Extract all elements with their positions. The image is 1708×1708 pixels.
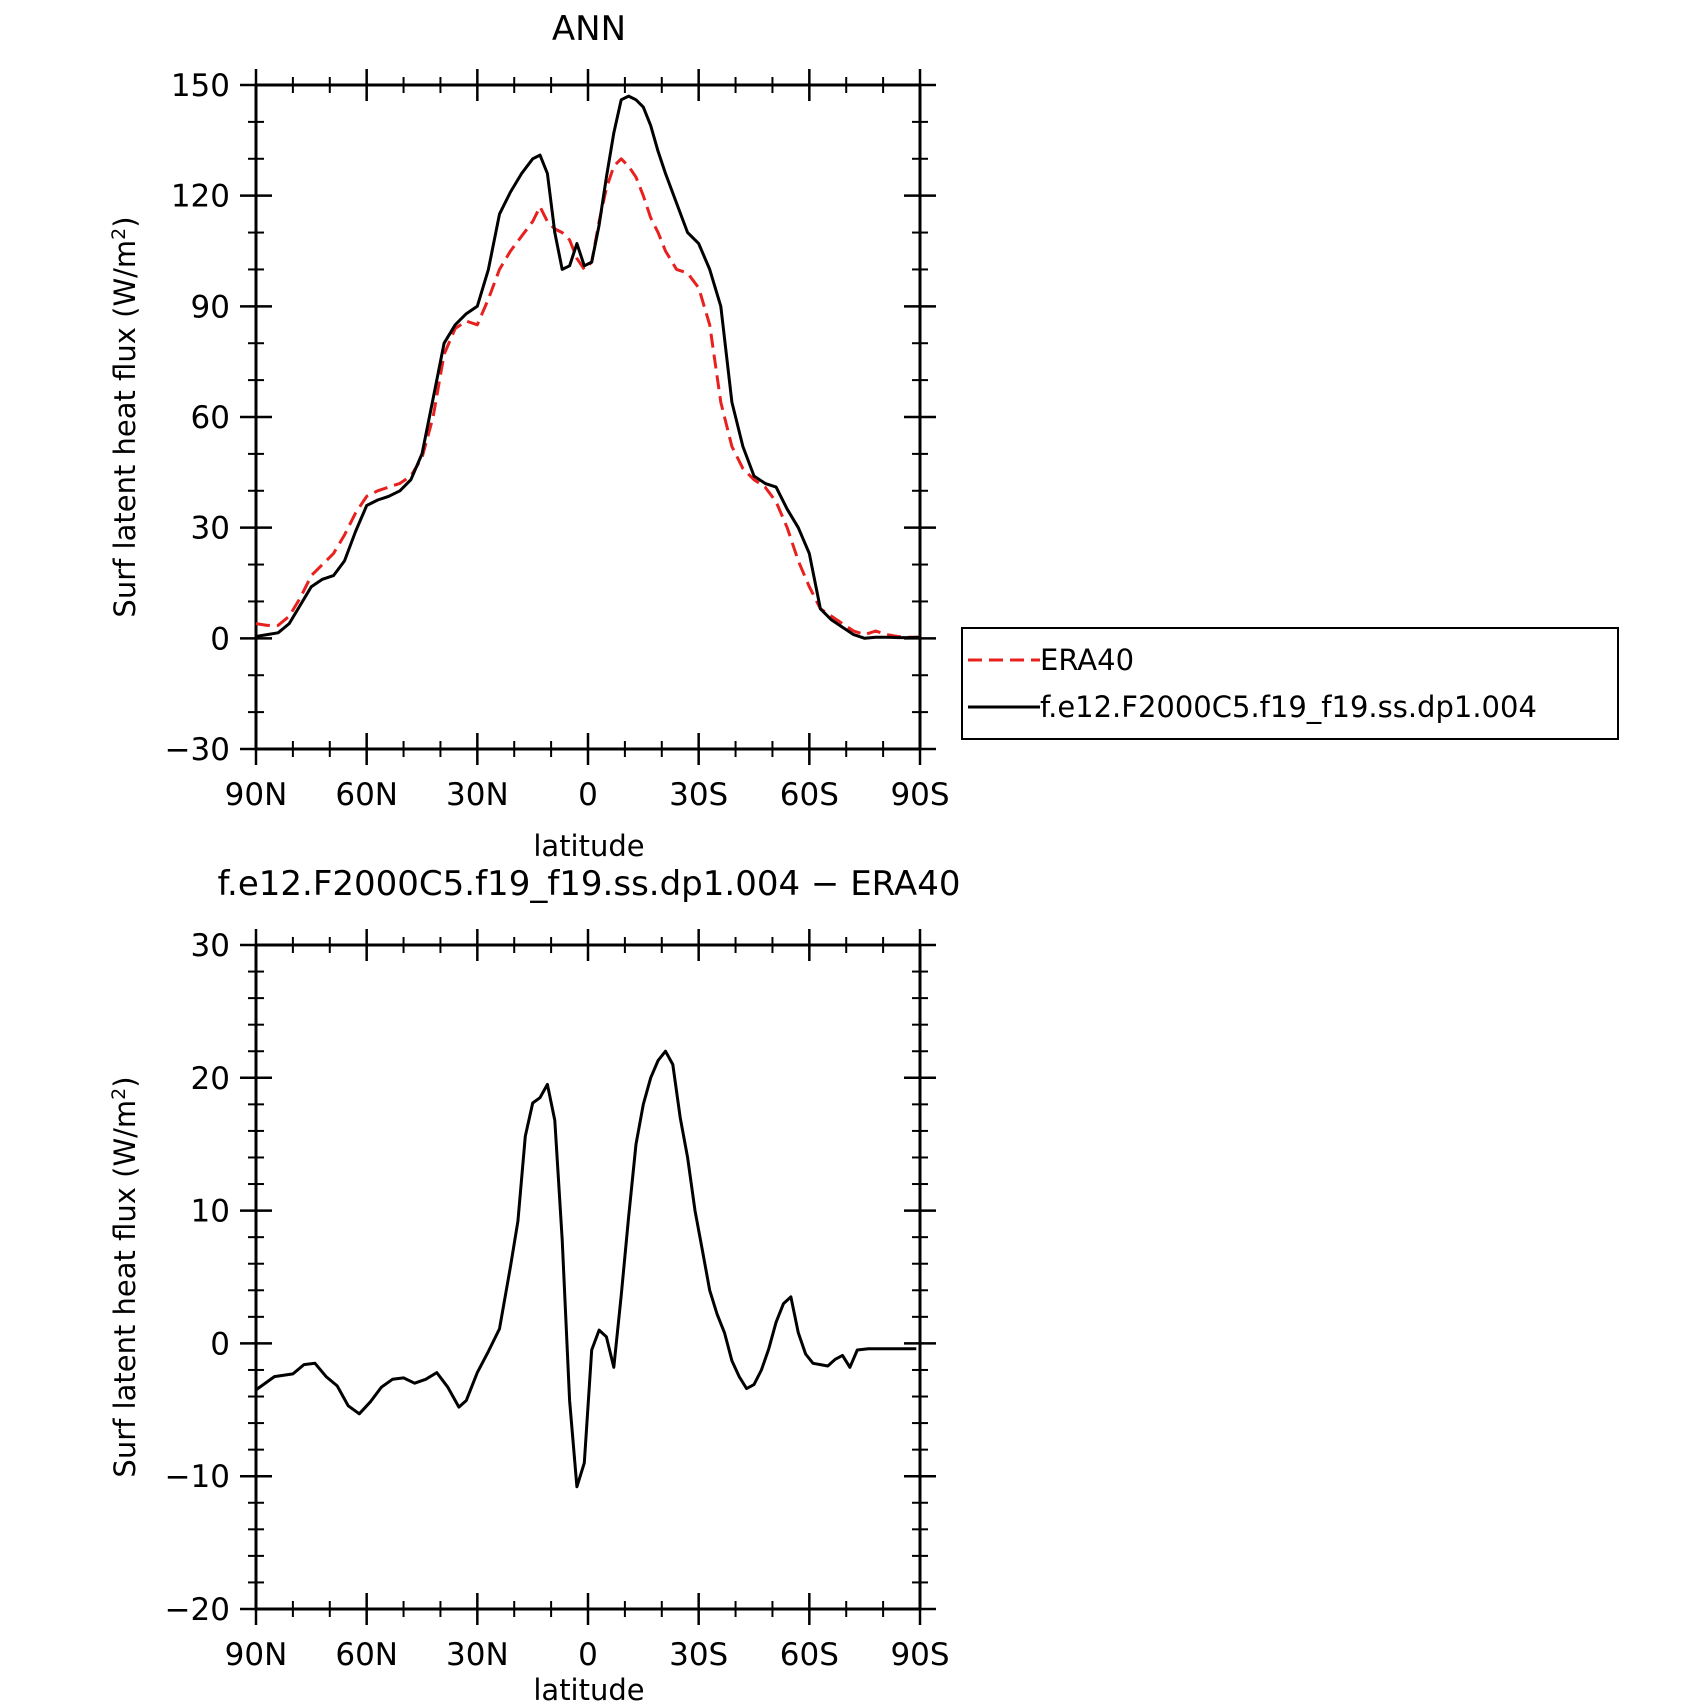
top-ytick-label: 30: [191, 511, 230, 547]
top-xtick-label: 60S: [780, 777, 839, 813]
top-ytick-label: 60: [191, 400, 230, 436]
bottom-ytick-label: 0: [210, 1326, 230, 1362]
top-chart-title: ANN: [552, 9, 626, 49]
bottom-ytick-label: 20: [191, 1061, 230, 1097]
bottom-xtick-label: 30S: [669, 1637, 728, 1673]
bottom-y-axis-title: Surf latent heat flux (W/m2): [108, 1076, 142, 1477]
top-plot-frame: [254, 83, 922, 751]
top-ytick-label: −30: [165, 732, 230, 768]
bottom-xtick-label: 90S: [890, 1637, 949, 1673]
top-y-axis-title: Surf latent heat flux (W/m2): [108, 216, 142, 617]
top-ytick-label: 120: [171, 179, 230, 215]
top-xtick-label: 90N: [225, 777, 288, 813]
top-series-line-model: [255, 94, 921, 640]
bottom-xtick-label: 30N: [446, 1637, 509, 1673]
top-panel: ANN −30 0 30 60 90 120 150 90N 60N 30N 0 30S 60S 90S…: [108, 9, 950, 863]
bottom-x-axis-title: latitude: [533, 1673, 644, 1707]
bottom-series-line-difference: [255, 1049, 917, 1489]
bottom-panel: f.e12.F2000C5.f19_f19.ss.dp1.004 − ERA40…: [108, 864, 960, 1707]
top-y-axis: −30 0 30 60 90 120 150: [165, 68, 936, 768]
bottom-xtick-label: 60S: [780, 1637, 839, 1673]
bottom-ytick-label: −20: [165, 1592, 230, 1628]
top-ytick-label: 90: [191, 289, 230, 325]
bottom-ytick-label: −10: [165, 1459, 230, 1495]
top-xtick-label: 30N: [446, 777, 509, 813]
top-ytick-label: 0: [210, 621, 230, 657]
top-ytick-label: 150: [171, 68, 230, 104]
top-series-group: [255, 94, 921, 640]
top-xtick-label: 0: [578, 777, 598, 813]
bottom-ytick-label: 30: [191, 928, 230, 964]
bottom-xtick-label: 60N: [335, 1637, 398, 1673]
bottom-xtick-label: 0: [578, 1637, 598, 1673]
top-xtick-label: 90S: [890, 777, 949, 813]
bottom-y-axis: −20 −10 0 10 20 30: [165, 928, 936, 1628]
top-xtick-label: 30S: [669, 777, 728, 813]
bottom-series-group: [255, 1049, 917, 1489]
legend: ERA40 f.e12.F2000C5.f19_f19.ss.dp1.004: [961, 627, 1619, 740]
bottom-x-axis: 90N 60N 30N 0 30S 60S 90S: [225, 929, 950, 1673]
top-x-axis: 90N 60N 30N 0 30S 60S 90S: [225, 69, 950, 813]
top-series-line-era40: [255, 157, 920, 639]
legend-box: [961, 627, 1619, 740]
bottom-xtick-label: 90N: [225, 1637, 288, 1673]
top-x-axis-title: latitude: [533, 829, 644, 863]
top-xtick-label: 60N: [335, 777, 398, 813]
bottom-chart-title: f.e12.F2000C5.f19_f19.ss.dp1.004 − ERA40: [218, 864, 961, 904]
legend-era40-label: ERA40: [1040, 643, 1134, 677]
bottom-ytick-label: 10: [191, 1194, 230, 1230]
legend-model-label: f.e12.F2000C5.f19_f19.ss.dp1.004: [1040, 690, 1537, 724]
bottom-plot-frame: [254, 943, 922, 1611]
